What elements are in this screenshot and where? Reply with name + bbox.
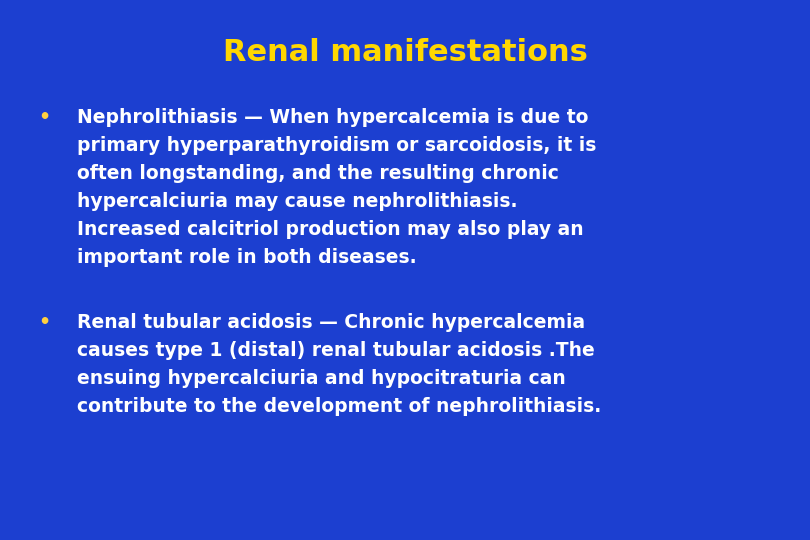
Text: causes type 1 (distal) renal tubular acidosis .The: causes type 1 (distal) renal tubular aci… bbox=[77, 341, 595, 360]
Text: ensuing hypercalciuria and hypocitraturia can: ensuing hypercalciuria and hypocitraturi… bbox=[77, 369, 565, 388]
Text: Renal tubular acidosis — Chronic hypercalcemia: Renal tubular acidosis — Chronic hyperca… bbox=[77, 313, 585, 332]
Text: important role in both diseases.: important role in both diseases. bbox=[77, 248, 416, 267]
Text: primary hyperparathyroidism or sarcoidosis, it is: primary hyperparathyroidism or sarcoidos… bbox=[77, 136, 596, 155]
Text: contribute to the development of nephrolithiasis.: contribute to the development of nephrol… bbox=[77, 397, 601, 416]
Text: Renal manifestations: Renal manifestations bbox=[223, 38, 587, 67]
Text: Increased calcitriol production may also play an: Increased calcitriol production may also… bbox=[77, 220, 583, 239]
Text: hypercalciuria may cause nephrolithiasis.: hypercalciuria may cause nephrolithiasis… bbox=[77, 192, 518, 211]
Text: often longstanding, and the resulting chronic: often longstanding, and the resulting ch… bbox=[77, 164, 559, 183]
Text: •: • bbox=[39, 108, 50, 127]
Text: •: • bbox=[39, 313, 50, 332]
Text: Nephrolithiasis — When hypercalcemia is due to: Nephrolithiasis — When hypercalcemia is … bbox=[77, 108, 588, 127]
